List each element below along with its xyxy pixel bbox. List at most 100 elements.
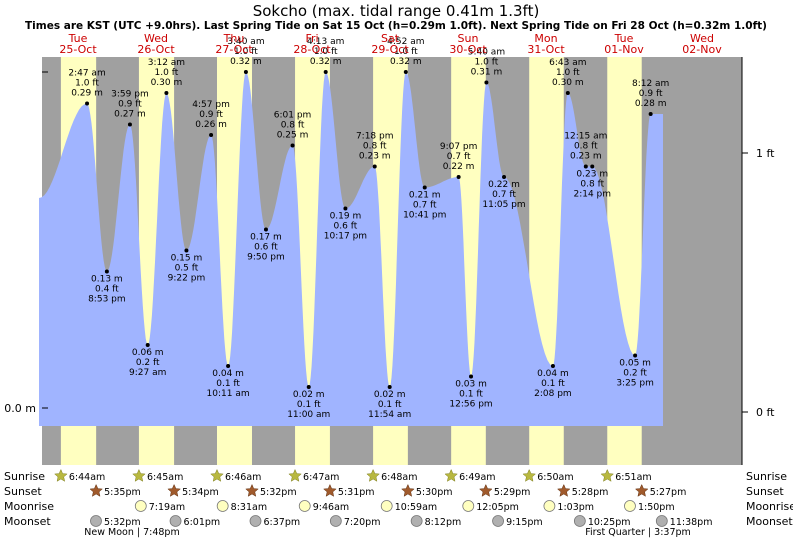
tide-point — [104, 269, 109, 274]
tide-label: 6:01 pm — [274, 111, 312, 121]
tide-point — [648, 112, 653, 116]
moonrise-circle-icon — [380, 500, 393, 512]
event-time-label: 6:47am — [303, 472, 339, 483]
tide-point — [164, 91, 169, 95]
sun-icon — [54, 468, 68, 482]
tide-label: 1.0 ft — [75, 79, 99, 89]
day-name-label: Wed — [690, 32, 714, 45]
tide-label: 0.5 ft — [175, 264, 199, 274]
event-time-label: 5:29pm — [494, 487, 531, 498]
tide-label: 10:11 am — [207, 389, 250, 399]
event-time-label: 1:50pm — [638, 502, 675, 513]
tide-label: 0.6 ft — [334, 222, 358, 232]
tide-label: 0.2 ft — [136, 358, 160, 368]
tide-point — [422, 185, 427, 190]
tide-label: 0.8 ft — [281, 121, 305, 131]
row-label-right: Sunset — [746, 485, 784, 498]
tide-label: 0.30 m — [151, 78, 183, 88]
tide-point — [565, 91, 570, 95]
tide-label: 0.26 m — [195, 120, 227, 130]
tide-label: 9:50 pm — [247, 253, 285, 263]
sunset-star-icon — [167, 483, 181, 497]
event-time-label: 5:32pm — [260, 487, 297, 498]
tide-label: 0.22 m — [488, 180, 520, 190]
event-time-label: 6:37pm — [264, 517, 301, 528]
event-time-label: 6:01pm — [184, 517, 221, 528]
moonset-circle-icon — [329, 515, 342, 527]
event-time-label: 6:44am — [69, 472, 105, 483]
tide-high-mark: 5:40 am1.0 ft0.31 m — [468, 48, 505, 85]
tide-high-mark: 6:01 pm0.8 ft0.25 m — [274, 111, 312, 148]
tide-low-mark: 0.05 m0.2 ft3:25 pm — [616, 353, 654, 389]
sun-moon-table: Sunrise Sunrise 6:44am 6:45am 6:46am 6:47am 6:… — [4, 468, 793, 538]
tide-low-mark: 0.15 m0.5 ft9:22 pm — [168, 248, 205, 284]
tide-low-mark: 0.06 m0.2 ft9:27 am — [129, 343, 166, 378]
tide-label: 0.9 ft — [199, 110, 223, 120]
moonrise-circle-icon — [298, 500, 311, 512]
event-time-label: 5:30pm — [416, 487, 453, 498]
tide-label: 1.0 ft — [475, 58, 499, 68]
tide-curve — [39, 72, 663, 426]
tide-label: 0.23 m — [576, 170, 608, 180]
day-name-label: Sun — [458, 32, 479, 45]
tide-point — [583, 164, 588, 169]
tide-point — [343, 206, 348, 211]
tide-label: 0.06 m — [132, 348, 164, 358]
event-time-label: 9:15pm — [506, 517, 543, 528]
row-label-right: Moonset — [746, 515, 793, 528]
sunset-star-icon — [634, 483, 649, 497]
tide-label: 0.4 ft — [95, 285, 119, 295]
sun-icon — [522, 468, 537, 482]
tide-label: 12:56 pm — [449, 400, 492, 410]
tide-label: 2:14 pm — [573, 190, 611, 200]
event-time-label: 5:28pm — [572, 487, 609, 498]
day-date-label: 28-Oct — [293, 43, 331, 56]
axes: 0.0 m 0 ft 1 ft — [4, 57, 775, 465]
moonset-circle-icon — [169, 515, 182, 527]
tide-high-mark: 8:12 am0.9 ft0.28 m — [632, 79, 669, 116]
moonrise-circle-icon — [624, 500, 636, 512]
event-time-label: 5:34pm — [182, 487, 219, 498]
left-axis-label-0m: 0.0 m — [4, 402, 36, 415]
tide-label: 6:43 am — [549, 58, 586, 68]
tide-label: 0.29 m — [71, 89, 103, 99]
tide-label: 0.23 m — [359, 152, 391, 162]
tide-label: 0.17 m — [250, 233, 282, 243]
tide-label: 11:05 pm — [482, 200, 525, 210]
tide-water-area — [39, 72, 663, 426]
day-name-label: Thu — [223, 32, 245, 45]
day-name-label: Wed — [144, 32, 168, 45]
tide-label: 10:17 pm — [324, 232, 367, 242]
tide-label: 1.0 ft — [155, 68, 179, 78]
event-time-label: 5:27pm — [650, 487, 687, 498]
event-time-label: 7:20pm — [344, 517, 381, 528]
moonset-circle-icon — [249, 515, 262, 527]
event-time-label: 6:51am — [615, 472, 651, 483]
tide-low-mark: 0.13 m0.4 ft8:53 pm — [88, 269, 126, 305]
sun-icon — [366, 468, 380, 482]
event-time-label: 1:03pm — [557, 502, 594, 513]
tide-label: 8:12 am — [632, 79, 669, 89]
tide-high-mark: 6:43 am1.0 ft0.30 m — [549, 58, 587, 95]
tide-label: 0.04 m — [537, 369, 569, 379]
sunset-star-icon — [323, 483, 337, 497]
tide-label: 0.2 ft — [623, 369, 647, 379]
sunset-star-icon — [89, 483, 103, 497]
event-time-label: 5:31pm — [338, 487, 375, 498]
tide-label: 0.8 ft — [580, 180, 604, 190]
tide-label: 0.1 ft — [541, 379, 565, 389]
tide-label: 0.23 m — [570, 152, 602, 162]
tide-label: 3:12 am — [148, 58, 185, 68]
tide-label: 11:54 am — [368, 410, 411, 420]
tide-label: 0.22 m — [443, 162, 475, 172]
row-label-left: Sunset — [4, 485, 42, 498]
row-label-left: Moonrise — [4, 500, 54, 513]
sunset-star-icon — [556, 483, 571, 497]
sunset-star-icon — [401, 483, 415, 497]
sun-icon — [600, 468, 615, 482]
tide-high-mark: 12:15 am0.8 ft0.23 m — [564, 132, 607, 169]
